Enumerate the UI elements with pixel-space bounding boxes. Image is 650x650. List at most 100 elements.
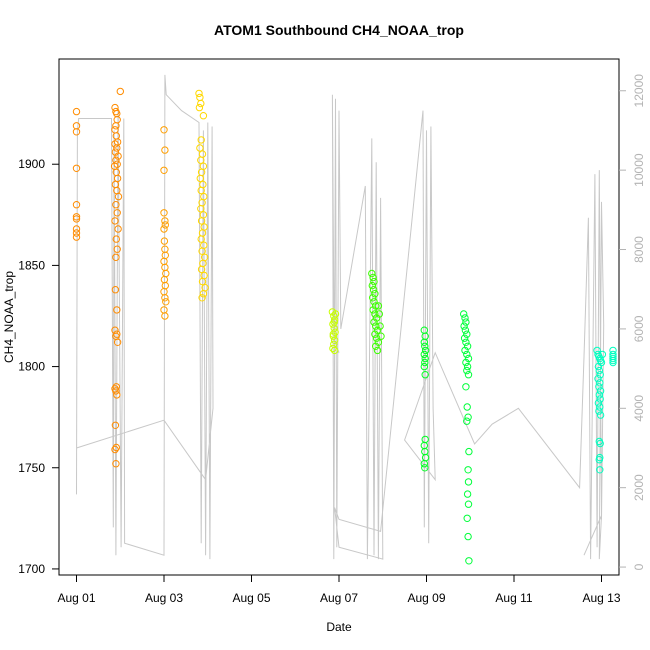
data-point bbox=[369, 294, 377, 302]
data-point bbox=[111, 286, 120, 294]
data-point bbox=[421, 346, 430, 355]
x-tick-label: Aug 05 bbox=[232, 591, 270, 605]
data-point bbox=[465, 447, 473, 456]
data-point bbox=[113, 109, 121, 118]
data-point bbox=[420, 326, 428, 334]
data-point bbox=[162, 298, 170, 306]
y-tick-label: 1700 bbox=[18, 562, 45, 576]
data-point bbox=[464, 500, 473, 508]
data-point bbox=[463, 417, 471, 425]
data-point bbox=[377, 332, 385, 340]
data-point bbox=[113, 245, 121, 253]
data-point bbox=[375, 310, 383, 318]
data-point bbox=[111, 217, 119, 225]
data-point bbox=[462, 338, 470, 346]
data-point bbox=[199, 112, 208, 120]
data-point bbox=[370, 298, 378, 306]
data-point bbox=[111, 140, 119, 148]
data-point bbox=[374, 302, 383, 310]
chart-title: ATOM1 Southbound CH4_NOAA_trop bbox=[214, 22, 464, 38]
data-point bbox=[609, 354, 617, 363]
data-point bbox=[464, 466, 472, 474]
data-point bbox=[421, 464, 429, 472]
data-point bbox=[195, 103, 204, 112]
data-point bbox=[420, 362, 428, 371]
data-point bbox=[368, 281, 376, 290]
data-point bbox=[463, 403, 471, 411]
data-point bbox=[460, 334, 469, 342]
data-point bbox=[595, 456, 603, 464]
data-point bbox=[330, 346, 339, 355]
data-point bbox=[369, 286, 378, 294]
data-point bbox=[461, 314, 469, 322]
data-point bbox=[329, 320, 337, 328]
data-point bbox=[160, 166, 168, 175]
data-point bbox=[114, 192, 123, 201]
data-point bbox=[330, 318, 338, 326]
data-point bbox=[113, 144, 121, 152]
data-point bbox=[112, 387, 120, 395]
data-point bbox=[596, 379, 604, 387]
data-point bbox=[462, 383, 470, 391]
data-point bbox=[112, 235, 121, 243]
data-point bbox=[199, 290, 208, 298]
data-point bbox=[72, 201, 81, 209]
data-point bbox=[331, 310, 340, 318]
data-point bbox=[461, 346, 469, 355]
data-point bbox=[464, 413, 472, 421]
data-point bbox=[197, 186, 205, 195]
data-point bbox=[195, 89, 203, 98]
data-point bbox=[420, 460, 428, 468]
data-point bbox=[421, 354, 429, 363]
data-point bbox=[161, 251, 170, 260]
data-point bbox=[112, 460, 120, 468]
data-point bbox=[113, 209, 121, 217]
data-point bbox=[114, 225, 122, 233]
y2-tick-label: 12000 bbox=[632, 74, 646, 108]
data-point bbox=[160, 237, 169, 245]
data-point bbox=[596, 395, 604, 403]
data-point bbox=[461, 326, 470, 334]
data-point bbox=[596, 466, 604, 474]
data-point bbox=[463, 514, 471, 522]
data-point bbox=[112, 122, 120, 130]
x-tick-label: Aug 01 bbox=[57, 591, 95, 605]
data-point bbox=[596, 403, 604, 411]
data-point bbox=[331, 328, 339, 336]
y2-axis: 0 2000 4000 6000 8000 10000 12000 bbox=[619, 74, 646, 570]
data-point bbox=[112, 253, 120, 261]
x-axis-label: Date bbox=[326, 620, 352, 634]
data-point bbox=[160, 225, 168, 233]
data-point bbox=[594, 399, 603, 407]
data-point bbox=[463, 330, 471, 338]
data-point bbox=[595, 366, 603, 375]
data-point bbox=[595, 383, 603, 391]
data-point bbox=[72, 233, 81, 241]
data-point bbox=[370, 277, 378, 286]
data-point bbox=[196, 174, 205, 183]
y2-tick-label: 8000 bbox=[632, 236, 646, 263]
data-point bbox=[116, 87, 125, 96]
data-point bbox=[197, 265, 206, 274]
data-point bbox=[111, 126, 119, 134]
data-point bbox=[160, 257, 168, 266]
data-point bbox=[372, 302, 380, 310]
data-point bbox=[113, 306, 121, 314]
data-point bbox=[462, 318, 470, 326]
y2-tick-label: 4000 bbox=[632, 395, 646, 422]
data-point bbox=[197, 235, 205, 243]
data-point bbox=[609, 356, 617, 365]
data-point bbox=[464, 371, 473, 379]
altitude-trace-1 bbox=[76, 74, 214, 560]
data-point bbox=[160, 126, 168, 134]
x-tick-label: Aug 11 bbox=[495, 591, 532, 605]
data-point bbox=[460, 322, 468, 330]
data-point bbox=[197, 136, 205, 144]
data-point bbox=[372, 334, 381, 342]
x-tick-label: Aug 03 bbox=[145, 591, 183, 605]
data-point bbox=[197, 99, 205, 108]
data-point bbox=[464, 478, 473, 486]
data-point bbox=[72, 107, 81, 116]
altitude-lines bbox=[76, 74, 605, 560]
